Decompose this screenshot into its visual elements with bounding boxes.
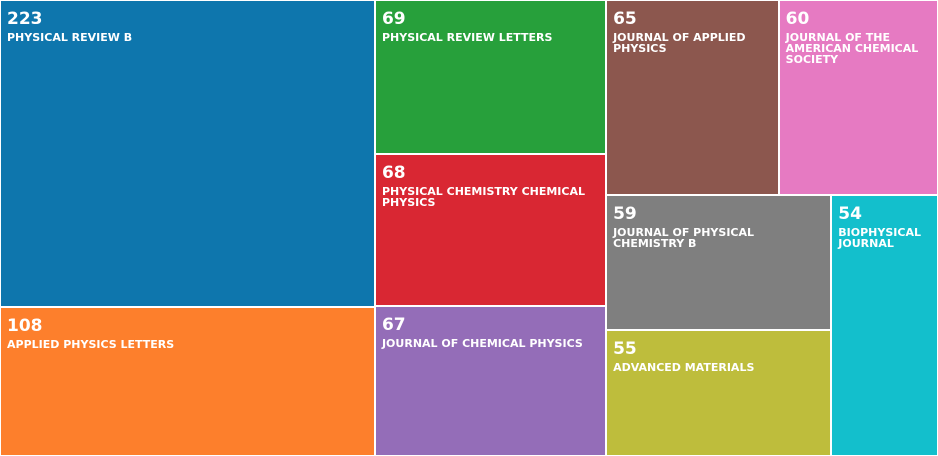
treemap-tile: 65 JOURNAL OF APPLIED PHYSICS <box>606 0 779 195</box>
treemap-tile: 69 PHYSICAL REVIEW LETTERS <box>374 0 607 155</box>
tile-label: JOURNAL OF THE AMERICAN CHEMICAL SOCIETY <box>785 31 919 66</box>
tile-value: 65 <box>613 9 637 29</box>
tile-label: BIOPHYSICAL JOURNAL <box>838 225 921 250</box>
tile-label: JOURNAL OF PHYSICAL CHEMISTRY B <box>613 225 755 250</box>
treemap-tile: 54 BIOPHYSICAL JOURNAL <box>831 194 938 456</box>
treemap-tile: 55 ADVANCED MATERIALS <box>606 329 832 456</box>
tile-label: PHYSICAL REVIEW LETTERS <box>381 31 553 44</box>
treemap-tile: 67 JOURNAL OF CHEMICAL PHYSICS <box>374 306 607 456</box>
tile-value: 69 <box>381 9 406 29</box>
tile-label: PHYSICAL CHEMISTRY CHEMICAL PHYSICS <box>381 185 585 210</box>
tile-value: 108 <box>7 316 43 337</box>
treemap-tile: 108 APPLIED PHYSICS LETTERS <box>0 307 375 456</box>
tile-label: ADVANCED MATERIALS <box>613 360 755 374</box>
tile-value: 59 <box>613 203 637 224</box>
tile-label: PHYSICAL REVIEW B <box>7 31 133 44</box>
tile-label: JOURNAL OF CHEMICAL PHYSICS <box>381 337 583 351</box>
treemap-tile: 60 JOURNAL OF THE AMERICAN CHEMICAL SOCIE… <box>778 0 938 195</box>
treemap-tile: 59 JOURNAL OF PHYSICAL CHEMISTRY B <box>606 194 832 330</box>
tile-value: 60 <box>785 9 810 29</box>
tile-value: 55 <box>613 338 637 359</box>
tile-value: 54 <box>838 203 862 224</box>
tile-value: 223 <box>7 9 43 29</box>
tile-label: JOURNAL OF APPLIED PHYSICS <box>613 31 746 55</box>
treemap-tile: 223 PHYSICAL REVIEW B <box>0 0 375 308</box>
tile-value: 67 <box>381 315 406 336</box>
treemap-tile: 68 PHYSICAL CHEMISTRY CHEMICAL PHYSICS <box>374 154 607 307</box>
tile-value: 68 <box>381 163 406 184</box>
tile-label: APPLIED PHYSICS LETTERS <box>7 338 175 352</box>
